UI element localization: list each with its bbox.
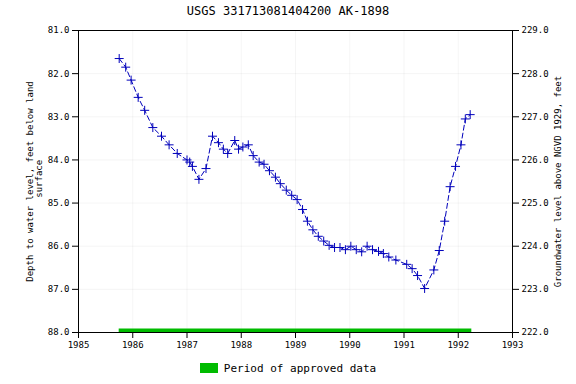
svg-text:225.0: 225.0	[522, 198, 549, 208]
svg-text:227.0: 227.0	[522, 112, 549, 122]
svg-text:85.0: 85.0	[48, 198, 70, 208]
svg-text:82.0: 82.0	[48, 69, 70, 79]
svg-text:1991: 1991	[393, 340, 415, 350]
svg-text:86.0: 86.0	[48, 241, 70, 251]
svg-text:1993: 1993	[502, 340, 524, 350]
html-text:Period of approved data: Period of approved data	[223, 361, 377, 375]
svg-text:228.0: 228.0	[522, 69, 549, 79]
svg-text:1985: 1985	[68, 340, 90, 350]
svg-text:1989: 1989	[285, 340, 307, 350]
svg-text:1990: 1990	[339, 340, 361, 350]
svg-text:88.0: 88.0	[48, 327, 70, 337]
svg-text:1992: 1992	[447, 340, 469, 350]
svg-text:84.0: 84.0	[48, 155, 70, 165]
svg-text:1987: 1987	[176, 340, 198, 350]
svg-text:83.0: 83.0	[48, 112, 70, 122]
svg-text:Depth to water level, feet bel: Depth to water level, feet below land su…	[25, 81, 44, 281]
svg-text:1988: 1988	[230, 340, 252, 350]
svg-text:1986: 1986	[122, 340, 144, 350]
svg-text:Groundwater level above NGVD 1: Groundwater level above NGVD 1929, feet	[553, 76, 563, 287]
svg-text:222.0: 222.0	[522, 327, 549, 337]
svg-text:226.0: 226.0	[522, 155, 549, 165]
svg-text:229.0: 229.0	[522, 25, 549, 35]
svg-text:223.0: 223.0	[522, 284, 549, 294]
svg-text:224.0: 224.0	[522, 241, 549, 251]
svg-text:81.0: 81.0	[48, 25, 70, 35]
svg-text:87.0: 87.0	[48, 284, 70, 294]
html-text:USGS 331713081404200 AK-1898: USGS 331713081404200 AK-1898	[186, 4, 390, 18]
